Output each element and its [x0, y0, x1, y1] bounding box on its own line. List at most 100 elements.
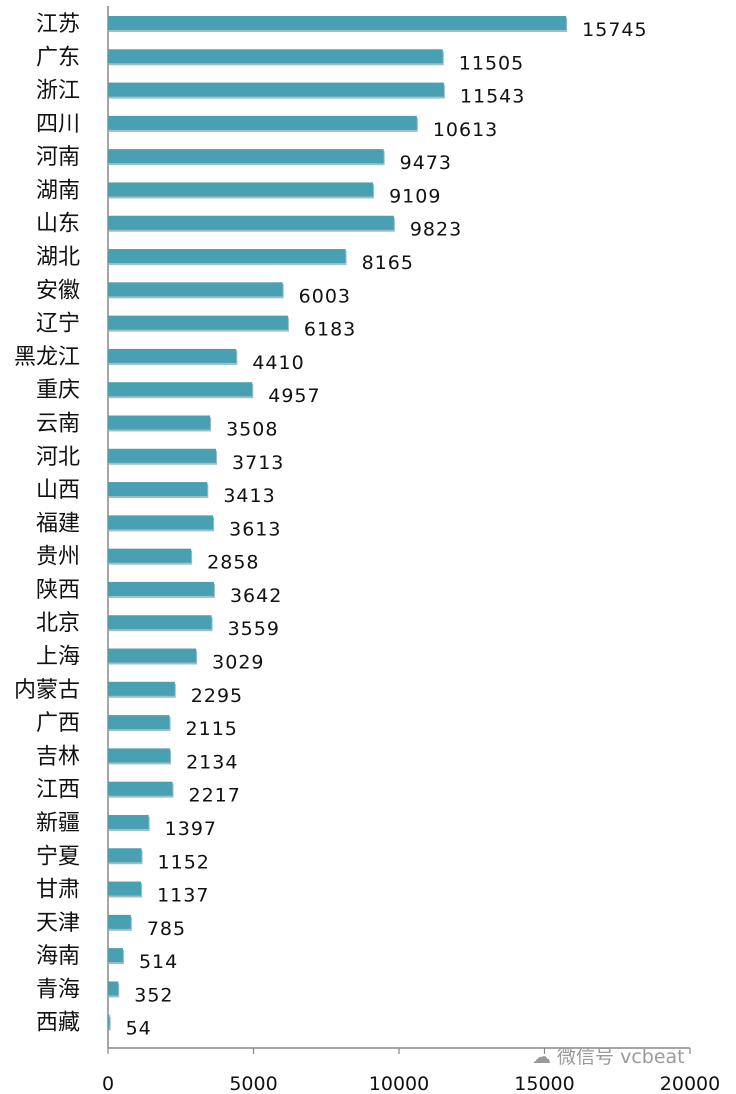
- category-label: 青海: [36, 977, 80, 1002]
- category-label: 新疆: [36, 811, 80, 836]
- category-label: 安徽: [36, 278, 80, 303]
- bars: [108, 16, 568, 1031]
- value-label: 11543: [460, 86, 525, 108]
- category-label: 浙江: [36, 79, 80, 104]
- x-tick-label: 15000: [514, 1073, 574, 1094]
- bar: [108, 182, 374, 197]
- bar: [108, 981, 119, 996]
- value-label: 2295: [191, 685, 243, 707]
- bar: [108, 1014, 110, 1029]
- category-label: 贵州: [36, 545, 80, 570]
- value-label: 3413: [223, 485, 275, 507]
- bar: [108, 648, 197, 663]
- value-label: 10613: [433, 119, 498, 141]
- category-labels: 江苏广东浙江四川河南湖南山东湖北安徽辽宁黑龙江重庆云南河北山西福建贵州陕西北京上…: [14, 12, 80, 1036]
- value-label: 4957: [268, 385, 320, 407]
- value-label: 3029: [212, 652, 264, 674]
- bar: [108, 914, 131, 929]
- category-label: 宁夏: [36, 844, 80, 869]
- value-label: 3559: [228, 618, 280, 640]
- value-label: 3713: [232, 452, 284, 474]
- bar: [108, 382, 253, 397]
- category-label: 陕西: [36, 578, 80, 603]
- category-label: 湖北: [36, 245, 80, 270]
- category-label: 北京: [36, 611, 80, 636]
- bar-shadow: [109, 1016, 111, 1031]
- category-label: 天津: [36, 911, 80, 936]
- bar: [108, 149, 384, 164]
- category-label: 广西: [36, 711, 80, 736]
- category-label: 辽宁: [36, 312, 80, 337]
- value-label: 1152: [158, 851, 210, 873]
- bar: [108, 715, 170, 730]
- watermark: ☁ 微信号 vcbeat: [532, 1042, 685, 1069]
- x-tick-label: 5000: [229, 1073, 277, 1094]
- category-label: 海南: [36, 944, 80, 969]
- bar: [108, 282, 283, 297]
- category-label: 四川: [36, 112, 80, 137]
- value-label: 15745: [582, 19, 647, 41]
- x-tick-labels: 0 5000 10000 15000 20000: [102, 1048, 720, 1094]
- value-label: 4410: [252, 352, 304, 374]
- value-label: 6183: [304, 319, 356, 341]
- category-label: 上海: [36, 645, 80, 670]
- bar: [108, 781, 173, 796]
- bar: [108, 814, 149, 829]
- category-label: 江苏: [36, 12, 80, 37]
- bar: [108, 315, 288, 330]
- category-label: 福建: [36, 511, 80, 536]
- value-label: 785: [147, 918, 186, 940]
- value-label: 3642: [230, 585, 282, 607]
- bar: [108, 548, 192, 563]
- bar: [108, 515, 214, 530]
- category-label: 山西: [36, 478, 80, 503]
- bar: [108, 615, 212, 630]
- category-label: 江西: [36, 778, 80, 803]
- value-label: 2217: [189, 785, 241, 807]
- value-label: 2115: [186, 718, 238, 740]
- value-label: 54: [126, 1018, 152, 1040]
- x-tick-label: 20000: [660, 1073, 720, 1094]
- bar: [108, 82, 444, 97]
- value-label: 514: [139, 951, 178, 973]
- value-label: 352: [134, 984, 173, 1006]
- category-label: 黑龙江: [14, 345, 80, 370]
- bar: [108, 249, 346, 264]
- value-label: 1137: [157, 885, 209, 907]
- bar: [108, 748, 171, 763]
- bar: [108, 16, 567, 30]
- value-label: 6003: [299, 285, 351, 307]
- category-label: 湖南: [36, 178, 80, 203]
- category-label: 西藏: [36, 1011, 80, 1036]
- wechat-icon: ☁: [532, 1046, 551, 1068]
- value-label: 2858: [207, 552, 259, 574]
- category-label: 内蒙古: [14, 678, 80, 703]
- category-label: 山东: [36, 212, 80, 237]
- bar: [108, 348, 237, 363]
- value-label: 2134: [186, 751, 238, 773]
- bar: [108, 482, 208, 497]
- x-tick-label: 10000: [369, 1073, 429, 1094]
- category-label: 重庆: [36, 378, 80, 403]
- category-label: 吉林: [36, 744, 80, 769]
- value-label: 9473: [400, 152, 452, 174]
- bar: [108, 448, 217, 463]
- value-label: 3508: [226, 418, 278, 440]
- bar: [108, 881, 142, 896]
- value-label: 11505: [459, 52, 524, 74]
- bar: [108, 115, 417, 130]
- value-label: 8165: [362, 252, 414, 274]
- bar: [108, 848, 142, 863]
- value-label: 3613: [229, 518, 281, 540]
- category-label: 甘肃: [36, 878, 80, 903]
- category-label: 河南: [36, 145, 80, 170]
- x-tick-label: 0: [102, 1073, 114, 1094]
- category-label: 河北: [36, 445, 80, 470]
- bar: [108, 215, 394, 230]
- bar: [108, 415, 211, 430]
- bar: [108, 681, 175, 696]
- value-label: 1397: [165, 818, 217, 840]
- category-label: 云南: [36, 411, 80, 436]
- watermark-text: 微信号 vcbeat: [557, 1046, 685, 1068]
